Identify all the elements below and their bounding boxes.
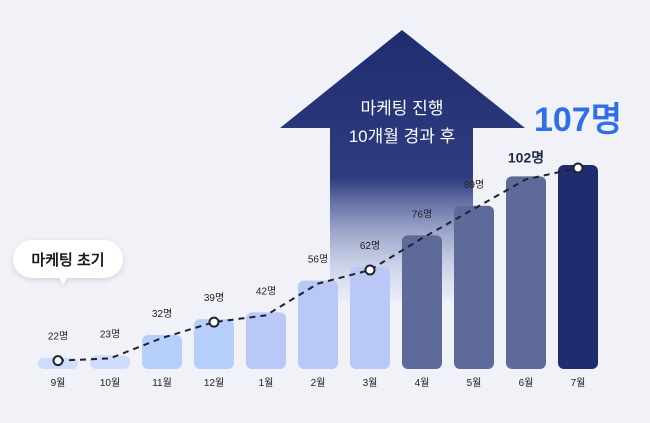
data-label: 23명 (100, 328, 120, 340)
bar-2 (142, 335, 182, 369)
data-label: 56명 (308, 254, 328, 266)
data-label: 102명 (508, 149, 544, 165)
data-label: 62명 (360, 240, 380, 252)
x-tick-label: 5월 (467, 377, 482, 389)
trend-marker (364, 264, 376, 276)
x-tick-label: 7월 (571, 377, 586, 389)
x-tick-label: 9월 (51, 377, 66, 389)
x-tick-label: 3월 (363, 377, 378, 389)
x-tick-label: 11월 (152, 377, 172, 389)
bar-8 (454, 205, 494, 369)
trend-marker (572, 162, 584, 174)
arrow-label-line1: 마케팅 진행 (361, 99, 444, 118)
start-callout (13, 240, 123, 285)
bar-6 (350, 267, 390, 369)
x-tick-label: 1월 (259, 377, 274, 389)
data-label: 32명 (152, 308, 172, 320)
bar-3 (194, 319, 234, 369)
data-label: 76명 (412, 208, 432, 220)
bar-7 (402, 235, 442, 369)
x-tick-label: 4월 (415, 377, 430, 389)
data-label: 42명 (256, 285, 276, 297)
x-tick-label: 6월 (519, 377, 534, 389)
trend-line (57, 167, 579, 362)
data-label: 89명 (464, 179, 484, 191)
data-label: 107명 (534, 101, 622, 139)
x-tick-label: 10월 (100, 377, 120, 389)
bar-1 (90, 355, 130, 369)
arrow-label-line2: 10개월 경과 후 (349, 127, 456, 146)
data-label: 39명 (204, 292, 224, 304)
bar-4 (246, 312, 286, 369)
start-callout-label: 마케팅 초기 (31, 251, 104, 269)
bar-10 (558, 165, 598, 369)
trend-marker (208, 316, 220, 328)
data-label: 22명 (48, 331, 68, 343)
bar-5 (298, 280, 338, 369)
x-tick-label: 12월 (204, 377, 224, 389)
trend-marker (52, 355, 64, 367)
bar-9 (506, 176, 546, 369)
x-tick-label: 2월 (311, 377, 326, 389)
